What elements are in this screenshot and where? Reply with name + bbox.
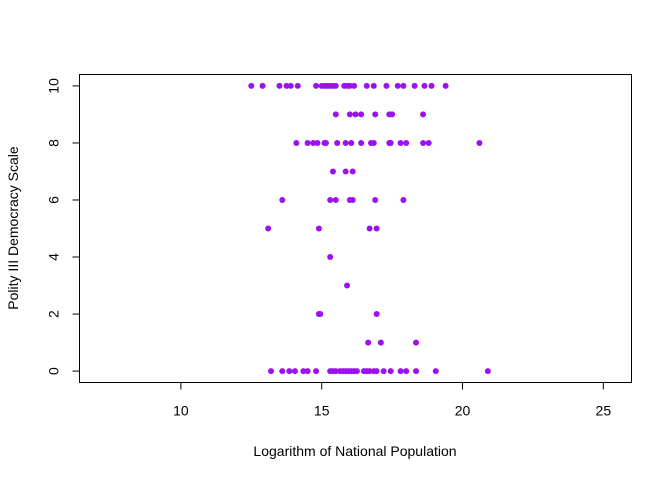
data-point bbox=[310, 139, 317, 146]
data-point bbox=[329, 168, 336, 175]
data-point bbox=[413, 339, 420, 346]
data-point bbox=[358, 139, 365, 146]
data-point bbox=[387, 139, 394, 146]
data-point bbox=[304, 139, 311, 146]
data-point bbox=[413, 368, 420, 375]
data-point bbox=[346, 111, 353, 118]
data-point bbox=[327, 254, 334, 261]
y-axis-label: Polity III Democracy Scale bbox=[5, 146, 21, 310]
data-point bbox=[389, 111, 396, 118]
data-point bbox=[346, 82, 353, 89]
data-point bbox=[373, 368, 380, 375]
data-point bbox=[383, 82, 390, 89]
data-point bbox=[248, 82, 255, 89]
data-point bbox=[377, 339, 384, 346]
data-point bbox=[349, 168, 356, 175]
data-point bbox=[442, 82, 449, 89]
y-tick-label: 0 bbox=[46, 367, 62, 375]
data-point bbox=[366, 368, 373, 375]
data-point bbox=[352, 111, 359, 118]
data-point bbox=[370, 139, 377, 146]
data-point bbox=[394, 82, 401, 89]
data-point bbox=[372, 196, 379, 203]
data-point bbox=[332, 368, 339, 375]
data-point bbox=[342, 139, 349, 146]
data-point bbox=[332, 196, 339, 203]
data-point bbox=[279, 196, 286, 203]
x-tick-label: 25 bbox=[596, 403, 612, 419]
data-point bbox=[327, 196, 334, 203]
data-point bbox=[400, 196, 407, 203]
data-point bbox=[334, 139, 341, 146]
plot-frame bbox=[79, 74, 632, 383]
data-points bbox=[248, 82, 491, 375]
data-point bbox=[420, 111, 427, 118]
data-point bbox=[476, 139, 483, 146]
y-tick-label: 2 bbox=[46, 310, 62, 318]
y-tick-label: 4 bbox=[46, 253, 62, 261]
data-point bbox=[484, 368, 491, 375]
data-point bbox=[314, 139, 321, 146]
data-point bbox=[279, 368, 286, 375]
data-point bbox=[365, 339, 372, 346]
data-point bbox=[351, 82, 358, 89]
y-tick-label: 10 bbox=[46, 78, 62, 94]
data-point bbox=[293, 139, 300, 146]
data-point bbox=[259, 82, 266, 89]
data-point bbox=[348, 139, 355, 146]
data-point bbox=[283, 82, 290, 89]
data-point bbox=[313, 82, 320, 89]
data-point bbox=[380, 368, 387, 375]
data-point bbox=[373, 225, 380, 232]
data-point bbox=[358, 111, 365, 118]
data-point bbox=[397, 368, 404, 375]
y-tick-label: 8 bbox=[46, 139, 62, 147]
x-tick-label: 10 bbox=[173, 403, 189, 419]
data-point bbox=[373, 311, 380, 318]
data-point bbox=[317, 311, 324, 318]
data-point bbox=[276, 82, 283, 89]
data-point bbox=[403, 368, 410, 375]
data-point bbox=[353, 368, 360, 375]
data-point bbox=[304, 368, 311, 375]
x-tick-label: 15 bbox=[314, 403, 330, 419]
data-point bbox=[387, 368, 394, 375]
x-axis-label: Logarithm of National Population bbox=[253, 443, 456, 459]
data-point bbox=[372, 111, 379, 118]
data-point bbox=[265, 225, 272, 232]
x-axis: 10 15 20 25 bbox=[173, 382, 612, 419]
data-point bbox=[420, 139, 427, 146]
data-point bbox=[286, 368, 293, 375]
data-point bbox=[332, 111, 339, 118]
data-point bbox=[400, 82, 407, 89]
data-point bbox=[344, 282, 351, 289]
data-point bbox=[315, 225, 322, 232]
data-point bbox=[363, 82, 370, 89]
y-tick-label: 6 bbox=[46, 196, 62, 204]
data-point bbox=[370, 82, 377, 89]
data-point bbox=[313, 368, 320, 375]
data-point bbox=[366, 225, 373, 232]
data-point bbox=[268, 368, 275, 375]
data-point bbox=[428, 82, 435, 89]
data-point bbox=[421, 82, 428, 89]
data-point bbox=[403, 139, 410, 146]
data-point bbox=[432, 368, 439, 375]
data-point bbox=[349, 196, 356, 203]
data-point bbox=[397, 139, 404, 146]
data-point bbox=[322, 139, 329, 146]
x-tick-label: 20 bbox=[455, 403, 471, 419]
data-point bbox=[342, 168, 349, 175]
data-point bbox=[287, 82, 294, 89]
y-axis: 0 2 4 6 8 10 bbox=[46, 78, 80, 375]
data-point bbox=[411, 82, 418, 89]
data-point bbox=[294, 82, 301, 89]
data-point bbox=[425, 139, 432, 146]
data-point bbox=[332, 82, 339, 89]
data-point bbox=[300, 368, 307, 375]
data-point bbox=[291, 368, 298, 375]
